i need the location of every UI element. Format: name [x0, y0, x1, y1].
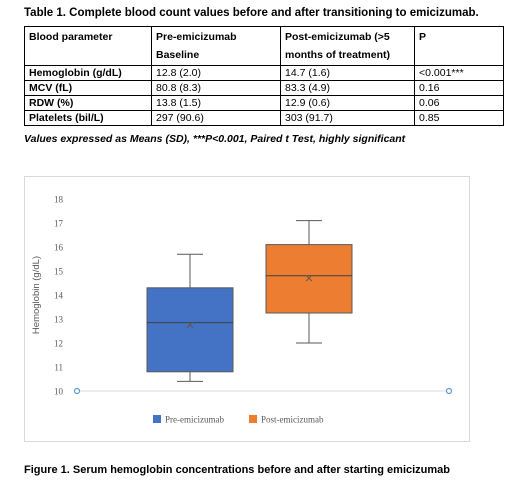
row-param: RDW (%)	[24, 95, 152, 111]
row-p: 0.85	[414, 110, 504, 126]
y-tick-label: 11	[54, 363, 63, 373]
cbc-table: Blood parameter Pre-emicizumab Baseline …	[24, 26, 504, 126]
box-plot-chart: 10 11 12 13 14 15 16 17 18 Hemoglobin (g/dL) Pre-e…	[31, 195, 453, 425]
y-tick-label: 13	[54, 315, 64, 325]
y-tick-label: 17	[54, 219, 64, 229]
box-pre	[146, 287, 234, 373]
legend-label: Post-emicizumab	[261, 415, 324, 425]
y-axis-label: Hemoglobin (g/dL)	[31, 256, 42, 334]
y-tick-label: 12	[54, 339, 63, 349]
table-title: Table 1. Complete blood count values bef…	[24, 7, 479, 19]
header-pre-line2: Baseline	[156, 49, 200, 61]
table-header-row: Blood parameter Pre-emicizumab Baseline …	[24, 26, 504, 66]
row-pre: 13.8 (1.5)	[151, 95, 281, 111]
row-p: 0.06	[414, 95, 504, 111]
axis-handle-left	[73, 387, 81, 395]
row-p: <0.001***	[414, 65, 504, 81]
header-pre-line1: Pre-emicizumab	[156, 31, 237, 43]
row-p: 0.16	[414, 80, 504, 96]
row-param: Platelets (bil/L)	[24, 110, 152, 126]
row-param: MCV (fL)	[24, 80, 152, 96]
figure-caption: Figure 1. Serum hemoglobin concentration…	[24, 464, 451, 476]
table-row: Platelets (bil/L) 297 (90.6) 303 (91.7) …	[24, 110, 504, 126]
row-post: 83.3 (4.9)	[280, 80, 415, 96]
header-pre: Pre-emicizumab Baseline	[151, 26, 281, 66]
legend-label: Pre-emicizumab	[165, 415, 224, 425]
mean-marker	[305, 274, 313, 282]
table-row: MCV (fL) 80.8 (8.3) 83.3 (4.9) 0.16	[24, 80, 504, 96]
row-post: 303 (91.7)	[280, 110, 415, 126]
row-pre: 297 (90.6)	[151, 110, 281, 126]
chart-frame: 10 11 12 13 14 15 16 17 18 Hemoglobin (g/dL) Pre-e…	[24, 176, 470, 442]
table-note: Values expressed as Means (SD), ***P<0.0…	[24, 133, 406, 145]
mean-marker	[186, 321, 194, 329]
y-tick-label: 16	[54, 243, 64, 253]
row-pre: 80.8 (8.3)	[151, 80, 281, 96]
legend-swatch	[153, 415, 161, 423]
table-row: Hemoglobin (g/dL) 12.8 (2.0) 14.7 (1.6) …	[24, 65, 504, 81]
y-tick-label: 14	[54, 291, 64, 301]
header-post-line1: Post-emicizumab (>5	[285, 31, 390, 43]
row-pre: 12.8 (2.0)	[151, 65, 281, 81]
header-post: Post-emicizumab (>5 months of treatment)	[280, 26, 415, 66]
header-post-line2: months of treatment)	[285, 49, 390, 61]
row-post: 12.9 (0.6)	[280, 95, 415, 111]
y-tick-label: 18	[54, 195, 64, 205]
header-blood-parameter: Blood parameter	[24, 26, 152, 66]
y-tick-label: 10	[54, 387, 64, 397]
y-tick-label: 15	[54, 267, 64, 277]
legend-swatch	[249, 415, 257, 423]
table-row: RDW (%) 13.8 (1.5) 12.9 (0.6) 0.06	[24, 95, 504, 111]
header-p: P	[414, 26, 504, 66]
row-post: 14.7 (1.6)	[280, 65, 415, 81]
axis-handle-right	[445, 387, 453, 395]
row-param: Hemoglobin (g/dL)	[24, 65, 152, 81]
